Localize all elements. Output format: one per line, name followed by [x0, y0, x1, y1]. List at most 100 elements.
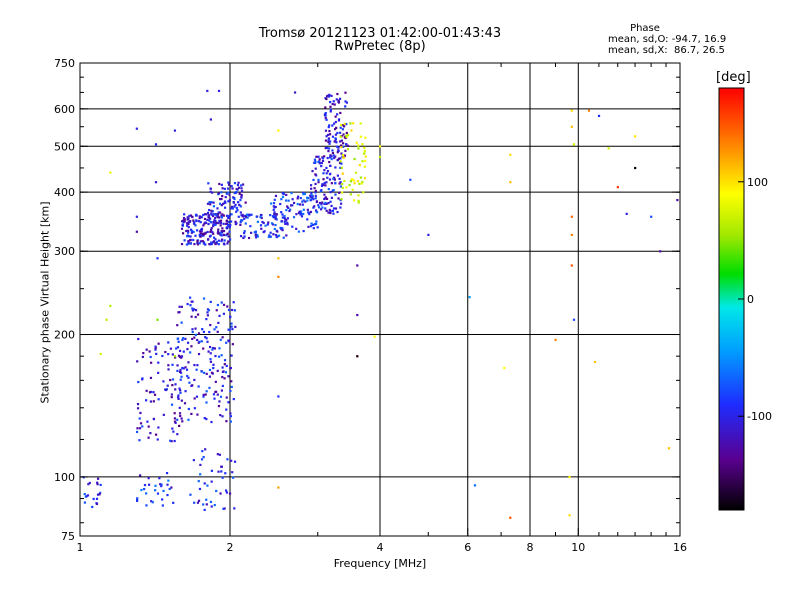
data-point — [331, 124, 334, 127]
data-point — [154, 143, 158, 146]
data-point — [307, 211, 310, 214]
data-point — [337, 99, 340, 102]
data-point — [178, 424, 181, 428]
data-point — [191, 384, 194, 387]
data-point — [273, 213, 276, 216]
data-point — [427, 233, 430, 236]
x-tick-label: 16 — [673, 541, 687, 554]
data-point — [330, 157, 333, 161]
data-point — [187, 231, 190, 234]
data-point — [325, 181, 328, 184]
data-point — [266, 223, 269, 226]
data-point — [307, 196, 310, 200]
data-point — [181, 232, 185, 235]
data-point — [659, 250, 662, 253]
data-point — [214, 223, 217, 226]
data-point — [170, 396, 173, 399]
data-point — [198, 487, 202, 491]
data-point — [145, 389, 148, 392]
data-point — [213, 397, 216, 400]
data-point — [167, 368, 170, 371]
data-point — [279, 226, 282, 229]
data-point — [260, 216, 263, 220]
data-point — [216, 330, 219, 333]
data-point — [191, 330, 194, 334]
data-point — [189, 296, 192, 299]
data-point — [220, 465, 223, 468]
data-point — [187, 226, 190, 229]
phase-stats-label: Phase — [630, 23, 660, 34]
data-point — [153, 393, 157, 396]
data-point — [285, 208, 288, 212]
data-point — [220, 204, 223, 207]
data-point — [199, 215, 202, 218]
data-point — [173, 129, 177, 132]
data-point — [179, 368, 182, 372]
data-point — [187, 361, 190, 364]
data-point — [356, 355, 359, 358]
data-point — [256, 235, 259, 238]
data-point — [341, 153, 345, 157]
data-point — [235, 187, 238, 191]
plot-grid — [80, 63, 680, 536]
data-point — [243, 231, 246, 235]
data-point — [220, 214, 223, 217]
data-point — [334, 120, 337, 124]
data-point — [197, 352, 201, 356]
data-point — [204, 232, 207, 235]
data-point — [154, 433, 158, 436]
data-point — [152, 391, 155, 394]
data-point — [198, 242, 201, 245]
data-point — [139, 422, 143, 425]
data-point — [185, 368, 189, 371]
data-point — [284, 218, 287, 221]
data-point — [176, 418, 179, 421]
data-point — [338, 97, 342, 100]
data-point — [216, 207, 219, 210]
data-point — [200, 370, 203, 373]
data-point — [157, 371, 160, 374]
data-point — [185, 243, 189, 246]
data-point — [319, 190, 323, 193]
data-point — [167, 353, 170, 356]
data-point — [209, 190, 212, 193]
data-point — [183, 213, 186, 216]
data-point — [227, 328, 230, 331]
data-point — [92, 497, 95, 501]
data-point — [205, 213, 208, 216]
data-point — [183, 218, 186, 221]
data-point — [364, 155, 367, 158]
data-point — [324, 117, 327, 120]
data-point — [339, 111, 342, 115]
data-point — [154, 346, 157, 350]
data-point — [225, 214, 229, 217]
data-point — [191, 337, 194, 341]
data-point — [650, 215, 653, 218]
data-point — [339, 157, 342, 160]
data-point — [593, 360, 597, 364]
data-point — [227, 191, 230, 194]
data-point — [228, 183, 231, 186]
x-tick-label: 10 — [571, 541, 585, 554]
data-point — [256, 233, 259, 237]
data-point — [194, 234, 197, 237]
data-point — [213, 347, 217, 350]
data-point — [272, 208, 275, 211]
data-point — [327, 126, 330, 129]
data-point — [231, 343, 234, 346]
data-point — [206, 218, 209, 221]
data-point — [187, 418, 190, 421]
data-point — [256, 220, 260, 223]
data-point — [139, 474, 142, 477]
data-point — [209, 323, 212, 327]
data-point — [216, 393, 219, 396]
data-point — [88, 481, 91, 485]
data-point — [326, 170, 330, 173]
data-point — [142, 352, 145, 355]
data-point — [198, 233, 201, 236]
data-point — [331, 152, 335, 155]
data-point — [226, 187, 230, 190]
data-point — [218, 314, 221, 317]
data-point — [186, 229, 190, 232]
data-point — [280, 220, 283, 223]
